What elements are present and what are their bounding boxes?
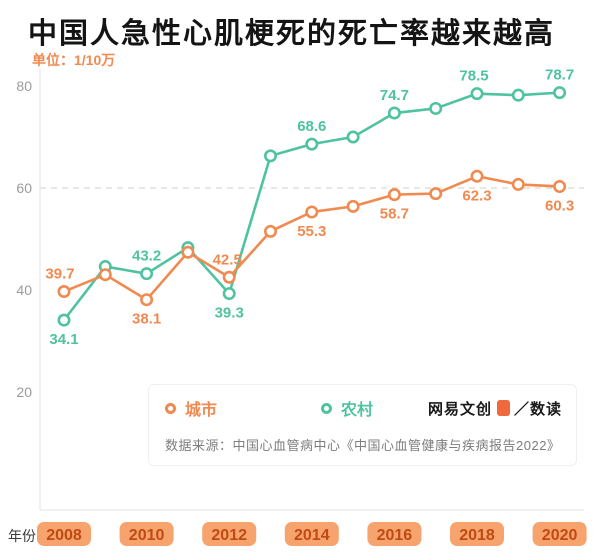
x-axis-title: 年份 — [8, 528, 36, 544]
data-point-marker — [222, 270, 236, 284]
year-pill — [119, 522, 174, 546]
value-label: 78.7 — [545, 67, 574, 84]
value-label: 68.6 — [297, 118, 326, 135]
brand-separator: ／ — [513, 400, 530, 418]
data-point-marker — [263, 149, 277, 163]
value-label: 58.7 — [380, 206, 409, 223]
year-pill-label: 2008 — [46, 527, 82, 544]
data-point-marker — [511, 177, 525, 191]
y-tick-label: 60 — [16, 180, 32, 196]
data-point-marker — [181, 245, 195, 259]
value-label: 78.5 — [459, 68, 488, 85]
value-label: 42.5 — [213, 251, 242, 268]
urban-series-marker-icon — [165, 402, 176, 414]
year-pill-label: 2010 — [129, 527, 165, 544]
year-pill-label: 2020 — [542, 527, 578, 544]
brand-product-name: 数读 — [529, 400, 562, 418]
unit-label: 单位：1/10万 — [32, 52, 116, 68]
legend-label-urban: 城市 — [185, 402, 218, 419]
y-tick-label: 80 — [16, 78, 32, 94]
year-pill — [202, 522, 257, 546]
value-label: 62.3 — [462, 187, 491, 204]
data-point-marker — [140, 267, 154, 281]
year-pill-label: 2018 — [459, 527, 495, 544]
year-pill-label: 2012 — [211, 527, 247, 544]
value-label: 39.7 — [45, 266, 74, 283]
data-point-marker — [553, 86, 567, 100]
data-point-marker — [511, 88, 525, 102]
data-point-marker — [470, 169, 484, 183]
data-point-marker — [553, 179, 567, 193]
year-pill — [367, 522, 422, 546]
data-source-note: 数据来源：中国心血管病中心《中国心血管健康与疾病报告2022》 — [165, 438, 561, 453]
y-tick-label: 20 — [16, 384, 32, 400]
brand-product: ／数读 — [514, 398, 562, 419]
value-label: 34.1 — [49, 331, 78, 348]
data-point-marker — [346, 130, 360, 144]
data-point-marker — [263, 224, 277, 238]
data-point-marker — [429, 187, 443, 201]
value-label: 60.3 — [545, 197, 574, 214]
year-pill-label: 2016 — [377, 527, 413, 544]
data-point-marker — [429, 101, 443, 115]
legend-item-rural: 农村 — [321, 396, 373, 420]
data-point-marker — [98, 268, 112, 282]
data-point-marker — [387, 106, 401, 120]
year-pill — [532, 522, 587, 546]
legend-label-rural: 农村 — [341, 402, 374, 419]
value-label: 43.2 — [132, 248, 161, 265]
data-point-marker — [222, 287, 236, 301]
rural-series-marker-icon — [321, 402, 333, 414]
data-point-marker — [470, 87, 484, 101]
year-pill-label: 2014 — [294, 527, 330, 544]
year-pill — [450, 522, 504, 546]
data-point-marker — [305, 205, 319, 219]
data-point-marker — [387, 188, 401, 202]
data-point-marker — [57, 313, 71, 327]
year-pill — [37, 522, 91, 546]
value-label: 74.7 — [380, 87, 409, 104]
legend-row: 城市 农村 网易文创 ／数读 — [165, 395, 562, 421]
page-title: 中国人急性心肌梗死的死亡率越来越高 — [28, 18, 556, 50]
y-tick-label: 40 — [16, 282, 32, 298]
data-point-marker — [140, 293, 154, 307]
data-point-marker — [346, 199, 360, 213]
legend-item-urban: 城市 — [165, 396, 217, 420]
brand-name: 网易文创 — [427, 400, 492, 418]
value-label: 39.3 — [215, 305, 244, 322]
data-point-marker — [57, 285, 71, 299]
year-pill — [284, 522, 339, 546]
value-label: 38.1 — [132, 311, 161, 328]
netease-logo-badge-icon — [496, 400, 510, 416]
data-point-marker — [305, 137, 319, 151]
value-label: 55.3 — [297, 223, 326, 240]
legend-and-source-box: 城市 农村 网易文创 ／数读 数据来源：中国心血管病中心《中国心血管健康与疾病报… — [148, 384, 577, 466]
branding: 网易文创 ／数读 — [428, 398, 562, 419]
